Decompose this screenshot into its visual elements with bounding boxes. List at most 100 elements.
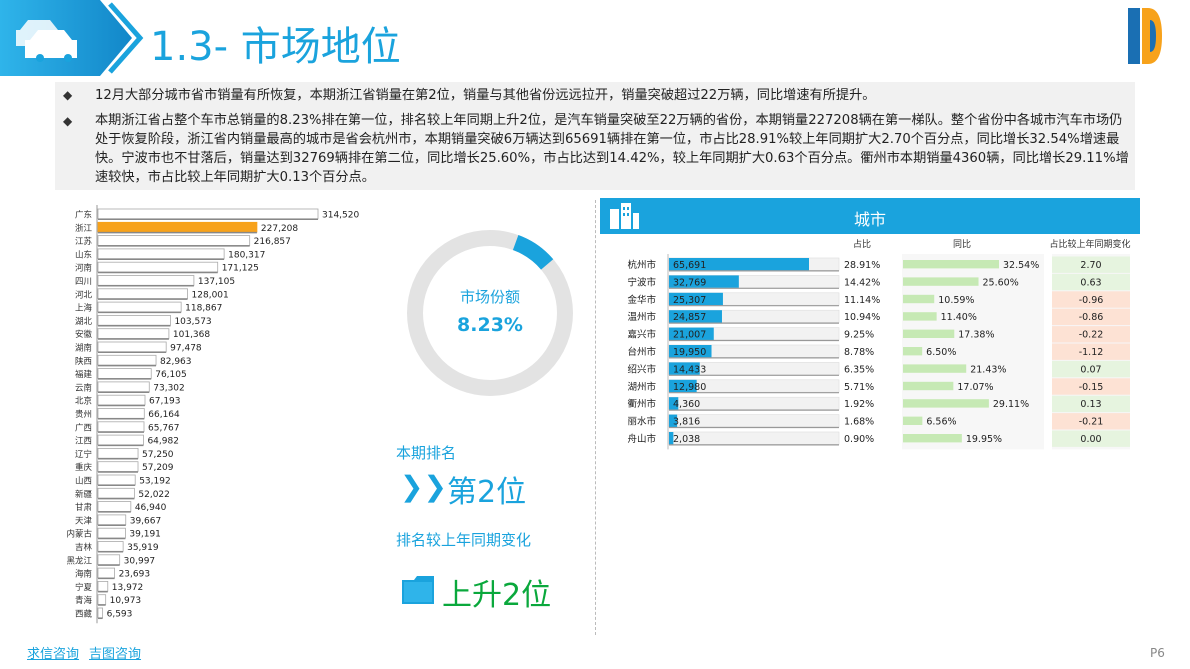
- header-graphic: [0, 0, 1162, 76]
- share-label: 14.42%: [844, 277, 880, 288]
- tick-label: 广西: [75, 422, 92, 433]
- donut-value: 8.23%: [457, 314, 523, 336]
- change-cell: [1052, 413, 1130, 430]
- page-title: 1.3- 市场地位: [150, 24, 401, 70]
- tick-label: 江苏: [75, 236, 93, 247]
- data-label: 57,250: [142, 450, 174, 460]
- tick-label: 黑龙江: [66, 555, 92, 566]
- tick-label: 甘肃: [75, 502, 93, 513]
- yoy-label: 6.50%: [926, 347, 956, 358]
- note-paragraph-2: 本期浙江省占整个车市总销量的8.23%排在第一位，排名较上年同期上升2位，是汽车…: [95, 113, 1129, 185]
- bar: [97, 315, 171, 326]
- sales-bar: [669, 397, 679, 410]
- data-label: 39,191: [129, 530, 161, 540]
- tick-label: 陕西: [75, 356, 92, 367]
- sales-bar: [669, 432, 674, 445]
- tick-label: 青海: [75, 595, 93, 606]
- sales-bar: [669, 345, 712, 358]
- change-cell: [1052, 430, 1130, 447]
- bar: [97, 474, 136, 486]
- data-label: 103,573: [174, 317, 211, 327]
- bar: [97, 514, 127, 526]
- data-label: 6,593: [107, 610, 133, 620]
- change-label: 0.07: [1080, 364, 1101, 375]
- sales-label: 2,038: [673, 434, 700, 445]
- change-cell: [1052, 326, 1130, 343]
- rank-label: 本期排名: [396, 444, 457, 462]
- yoy-label: 17.38%: [958, 330, 994, 341]
- sales-label: 4,360: [673, 399, 700, 410]
- tick-label: 云南: [75, 382, 92, 393]
- data-label: 52,022: [138, 490, 170, 500]
- data-label: 35,919: [127, 543, 159, 553]
- bar: [97, 261, 219, 273]
- data-label: 227,208: [261, 224, 298, 234]
- sales-bar: [669, 362, 700, 375]
- column-header: 同比: [953, 238, 971, 250]
- yoy-label: 6.56%: [926, 417, 956, 428]
- footer-link-qiuxin[interactable]: 求信咨询: [27, 647, 80, 662]
- building-icon: [608, 203, 640, 229]
- data-label: 46,940: [135, 503, 167, 513]
- tick-label: 天津: [75, 515, 93, 526]
- data-label: 101,368: [173, 330, 210, 340]
- data-label: 216,857: [254, 237, 291, 247]
- yoy-bar: [903, 260, 999, 269]
- data-label: 73,302: [153, 383, 185, 393]
- share-label: 1.92%: [844, 399, 874, 410]
- change-cell: [1052, 360, 1130, 378]
- bullet-diamond-icon: ◆: [63, 114, 73, 128]
- bar: [97, 288, 188, 300]
- bar: [97, 567, 115, 579]
- yoy-bar: [903, 399, 989, 408]
- yoy-bar: [903, 347, 923, 356]
- share-label: 10.94%: [844, 312, 880, 323]
- bar: [97, 248, 225, 260]
- footer-link-jitu[interactable]: 吉图咨询: [89, 647, 142, 662]
- tick-label: 广东: [75, 210, 92, 221]
- tick-label: 江西: [75, 437, 92, 447]
- yoy-label: 21.43%: [970, 364, 1006, 375]
- column-header: 占比: [853, 238, 871, 250]
- change-label: -0.96: [1079, 295, 1104, 306]
- yoy-label: 17.07%: [957, 382, 993, 393]
- sales-bar: [669, 414, 678, 427]
- slide-header: 1.3- 市场地位: [0, 0, 1190, 80]
- change-label: 0.13: [1080, 399, 1101, 410]
- change-cell: [1052, 378, 1130, 395]
- change-cell: [1052, 273, 1130, 291]
- sales-bar: [669, 327, 714, 340]
- data-label: 53,192: [139, 477, 171, 487]
- change-label: -0.15: [1079, 382, 1104, 393]
- sales-bar: [669, 310, 722, 323]
- bar: [97, 554, 121, 565]
- change-cell: [1052, 308, 1130, 326]
- bar: [97, 527, 126, 539]
- tick-label: 内蒙古: [66, 529, 92, 540]
- tick-label: 新疆: [75, 489, 93, 500]
- data-label: 82,963: [160, 357, 192, 367]
- bullet-diamond-icon: ◆: [63, 88, 73, 102]
- sales-label: 12,980: [673, 382, 706, 393]
- share-label: 11.14%: [844, 295, 880, 306]
- city-label: 金华市: [627, 294, 656, 306]
- change-cell: [1052, 343, 1130, 360]
- yoy-label: 10.59%: [938, 295, 974, 306]
- share-label: 0.90%: [844, 434, 874, 445]
- share-label: 9.25%: [844, 330, 874, 341]
- data-label: 65,767: [148, 423, 180, 433]
- bar: [97, 541, 124, 552]
- city-label: 湖州市: [627, 381, 656, 393]
- change-label: -1.12: [1079, 347, 1104, 358]
- rank-change-value: 上升2位: [442, 578, 552, 613]
- bar: [97, 501, 132, 512]
- bar: [97, 381, 150, 393]
- change-label: 0.00: [1080, 434, 1101, 445]
- bar: [97, 594, 107, 605]
- data-label: 97,478: [170, 344, 202, 354]
- bar: [97, 301, 182, 313]
- data-label: 30,997: [124, 556, 155, 566]
- yoy-label: 32.54%: [1003, 260, 1039, 271]
- sales-label: 25,307: [673, 295, 706, 306]
